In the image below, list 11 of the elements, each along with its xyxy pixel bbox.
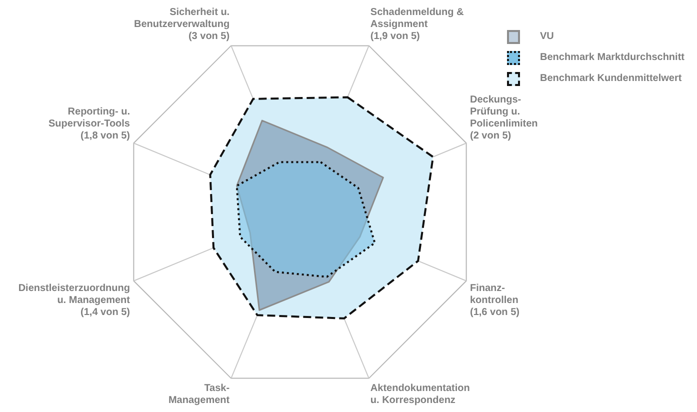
spoke-label: Schadenmeldung & Assignment (1,9 von 5) <box>370 6 464 42</box>
spoke-label: Deckungs- Prüfung u. Policenlimiten (2 von 5) <box>470 94 538 142</box>
spoke-label: Reporting- u. Supervisor-Tools (1,8 von 5) <box>48 106 130 142</box>
legend-label: Benchmark Marktdurchschnitt <box>540 52 684 64</box>
legend-label: VU <box>540 31 554 43</box>
legend-label: Benchmark Kundenmittelwert <box>540 73 682 85</box>
spoke-label: Sicherheit u. Benutzerverwaltung (3 von 5) <box>134 6 230 42</box>
spoke-label: Dienstleisterzuordnung u. Management (1,4 von 5) <box>18 283 131 318</box>
spoke-label: Task- Management <box>168 382 230 406</box>
spoke-label: Finanz- kontrollen (1,6 von 5) <box>470 283 520 318</box>
spoke-label: Aktendokumentation u. Korrespondenz <box>370 382 470 406</box>
